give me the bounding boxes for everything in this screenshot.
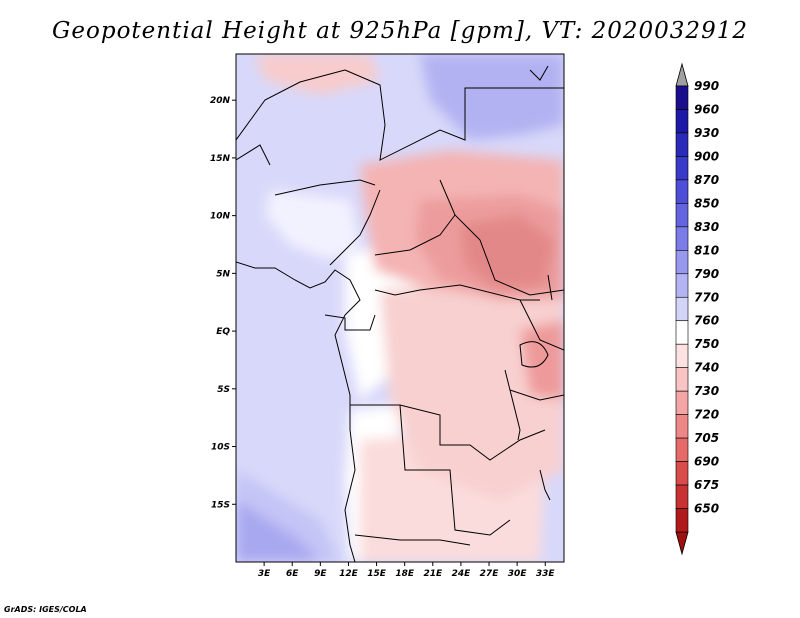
colorbar-swatch	[675, 414, 689, 439]
lon-tick-label: 15E	[367, 569, 387, 579]
latitude-axis: 20N 15N 10N 5N EQ 5S 10S 15S	[210, 96, 236, 510]
colorbar-label: 830	[694, 220, 719, 234]
lake-tanganyika	[504, 369, 521, 441]
colorbar-label: 900	[694, 149, 719, 163]
lake-victoria	[519, 341, 549, 368]
colorbar-label: 720	[694, 408, 719, 422]
field-pink-sahara	[255, 54, 380, 95]
colorbar-swatch	[675, 203, 689, 228]
lon-tick-label: 9E	[314, 569, 327, 579]
colorbar-label: 730	[694, 384, 719, 398]
colorbar-label: 750	[694, 337, 719, 351]
colorbar-swatch	[675, 437, 689, 462]
lon-tick-label: 27E	[480, 569, 500, 579]
field-blue-sw	[236, 500, 320, 562]
lat-tick-label: 15N	[210, 154, 231, 164]
colorbar-swatch	[675, 367, 689, 392]
lon-tick-label: 33E	[536, 569, 556, 579]
lat-tick-label: 10S	[211, 443, 230, 453]
colorbar-swatch	[675, 508, 689, 533]
colorbar-swatch	[675, 226, 689, 251]
colorbar-label: 790	[694, 267, 719, 281]
colorbar-swatch	[675, 85, 689, 110]
colorbar-label: 810	[694, 243, 719, 257]
border-uganda-kenya	[519, 299, 564, 351]
colorbar-swatch	[675, 484, 689, 509]
map-title: Geopotential Height at 925hPa [gpm], VT:…	[52, 18, 748, 44]
colorbar-label: 870	[694, 173, 719, 187]
lon-tick-label: 12E	[339, 569, 359, 579]
colorbar-label: 760	[694, 314, 719, 328]
lon-tick-label: 18E	[395, 569, 415, 579]
lat-tick-label: 10N	[210, 212, 231, 222]
lat-tick-label: EQ	[216, 327, 230, 337]
lon-tick-label: 21E	[423, 569, 443, 579]
colorbar-swatch	[675, 273, 689, 298]
colorbar-label: 990	[694, 79, 719, 93]
colorbar-swatch	[675, 156, 689, 181]
colorbar-label: 650	[694, 502, 719, 516]
colorbar-label: 770	[694, 290, 719, 304]
border-tanzania	[509, 389, 564, 401]
country-borders	[236, 65, 564, 562]
border-niger-south	[274, 179, 376, 196]
colorbar-swatch	[675, 296, 689, 322]
colorbar-label: 675	[694, 478, 719, 492]
border-nigeria-cameroon	[329, 189, 381, 266]
lon-tick-label: 3E	[258, 569, 271, 579]
lon-tick-label: 6E	[286, 569, 299, 579]
border-chad-sudan	[439, 179, 564, 296]
colorbar-swatch	[675, 132, 689, 157]
colorbar-swatch	[675, 320, 689, 345]
nile-delta	[529, 65, 549, 81]
border-drc-south	[350, 404, 546, 461]
border-libya-chad	[344, 69, 466, 161]
colorbar-swatch	[675, 179, 689, 204]
colorbar-label: 850	[694, 196, 719, 210]
colorbar-swatch	[675, 390, 689, 415]
border-gabon	[324, 314, 376, 331]
colorbar-label: 960	[694, 102, 719, 116]
colorbar-swatch	[675, 343, 689, 368]
coastline-west-africa	[236, 261, 361, 562]
border-mauritania	[236, 144, 271, 166]
field-red-core-inner	[460, 215, 555, 290]
colorbar-swatch	[675, 109, 689, 134]
border-egypt-sudan	[464, 87, 564, 110]
colorbar: 990 960 930 900 870 850 830 810 790 770 760 750 740 7…	[675, 62, 719, 556]
credit-text: GrADS: IGES/COLA	[4, 605, 87, 614]
colorbar-label: 930	[694, 126, 719, 140]
border-namibia	[354, 534, 471, 546]
lat-tick-label: 5S	[217, 385, 230, 395]
longitude-axis: 3E 6E 9E 12E 15E 18E 21E 24E 27E 30E 33E	[258, 562, 556, 579]
lat-tick-label: 20N	[210, 96, 231, 106]
border-mali-niger	[236, 69, 346, 141]
lat-tick-label: 15S	[211, 500, 230, 510]
colorbar-swatch	[675, 250, 689, 275]
colorbar-over-arrow	[675, 62, 689, 87]
lon-tick-label: 30E	[508, 569, 528, 579]
field-white-west	[265, 190, 360, 260]
lake-malawi	[539, 469, 551, 501]
colorbar-label: 740	[694, 361, 719, 375]
colorbar-under-arrow	[675, 531, 689, 556]
lake-turkana	[547, 274, 553, 301]
map-frame	[235, 53, 565, 563]
field-blue-ne	[420, 54, 564, 140]
colorbar-label: 705	[694, 431, 719, 445]
field-pink-east	[520, 320, 564, 400]
border-chad-car	[374, 214, 456, 256]
border-angola-zambia	[399, 404, 511, 536]
lon-tick-label: 24E	[452, 569, 472, 579]
shaded-field	[236, 54, 564, 562]
colorbar-swatch	[675, 461, 689, 486]
border-congo-drc	[374, 284, 540, 301]
lat-tick-label: 5N	[216, 269, 230, 279]
field-pink-central	[380, 280, 564, 500]
colorbar-label: 690	[694, 455, 719, 469]
